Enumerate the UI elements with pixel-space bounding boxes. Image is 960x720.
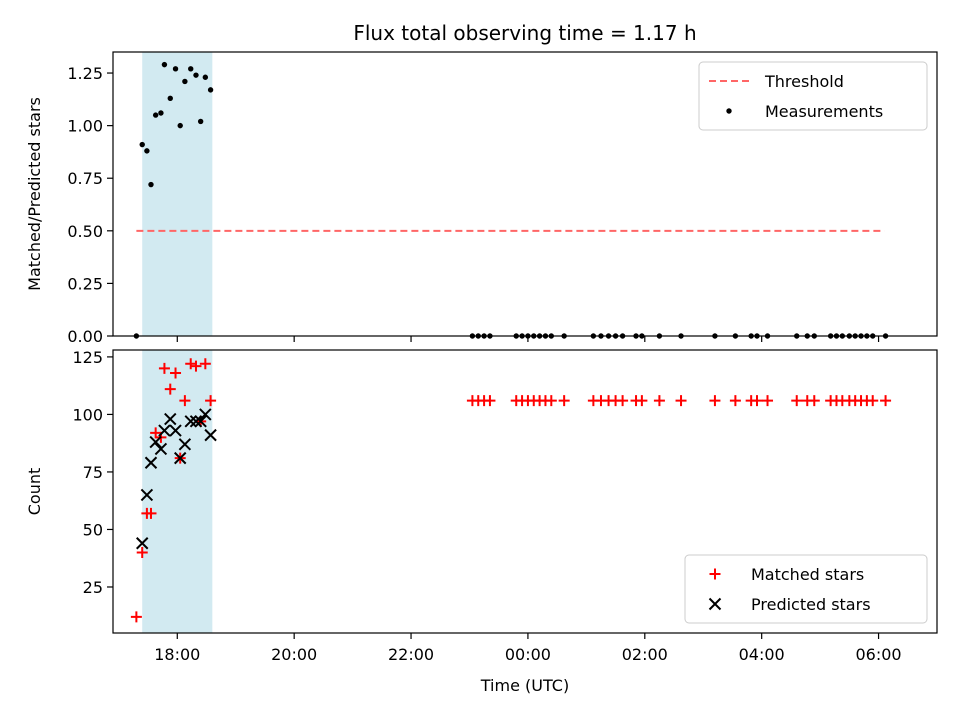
chart-title: Flux total observing time = 1.17 h (353, 21, 696, 45)
x-tick-label: 02:00 (622, 645, 668, 664)
data-point (675, 395, 687, 407)
series-predicted-stars (136, 408, 217, 550)
data-point (808, 395, 820, 407)
data-point (145, 507, 157, 519)
x-axis-title: Time (UTC) (480, 676, 569, 695)
data-point (136, 546, 148, 558)
legend-swatch (709, 568, 721, 580)
data-point (144, 148, 150, 154)
data-point (149, 435, 162, 449)
data-point (205, 395, 217, 407)
data-point (177, 122, 183, 129)
data-point (880, 395, 892, 407)
legend-label: Matched stars (751, 565, 864, 584)
data-point (158, 110, 164, 116)
observing-window-shade (142, 350, 213, 633)
data-point (184, 415, 197, 428)
bottom-panel-star-count: 18:00 20:00 22:00 00:00 02:00 04:00 06:00 25 50 7… (25, 348, 938, 664)
y-tick-label: 100 (72, 405, 103, 424)
x-tick-label: 18:00 (154, 645, 200, 664)
data-point (167, 95, 173, 101)
data-point (204, 428, 217, 442)
data-point (185, 358, 197, 370)
data-point (197, 118, 204, 125)
data-point (172, 66, 179, 72)
data-point (164, 383, 176, 395)
x-tick-label: 20:00 (271, 645, 317, 664)
data-point (178, 438, 192, 451)
legend-label: Predicted stars (751, 595, 871, 614)
y-tick-label: 0.25 (67, 274, 103, 293)
y-tick-label: 1.25 (67, 64, 103, 83)
observing-window-shade (142, 52, 213, 336)
data-point (193, 72, 199, 78)
x-tick-label: 00:00 (505, 645, 551, 664)
legend-swatch (708, 597, 722, 611)
data-point (173, 451, 187, 465)
y-tick-label: 75 (83, 463, 103, 482)
y-tick-label: 0.50 (67, 222, 103, 241)
x-tick-label: 04:00 (739, 645, 785, 664)
data-point (139, 141, 145, 148)
x-tick-label: 06:00 (856, 645, 902, 664)
data-point (164, 412, 177, 426)
legend-swatch (726, 108, 732, 114)
data-point (136, 537, 149, 550)
data-point (199, 358, 211, 370)
data-point (653, 395, 665, 407)
legend-label: Threshold (764, 72, 844, 91)
top-panel-matched-ratio: 0.00 0.25 0.50 0.75 1.00 1.25 Matched/Predicte… (25, 51, 938, 346)
data-point (207, 87, 214, 93)
data-point (182, 78, 188, 85)
legend-label: Measurements (765, 102, 883, 121)
data-point (202, 74, 209, 80)
data-point (189, 415, 203, 428)
axes-frame (112, 349, 938, 634)
data-point (558, 395, 570, 407)
data-point (154, 442, 168, 456)
x-tick-label: 22:00 (388, 645, 434, 664)
y-axis-title: Matched/Predicted stars (25, 97, 44, 291)
y-tick-label: 1.00 (67, 117, 103, 136)
data-point (709, 395, 721, 407)
data-point (148, 181, 154, 188)
y-tick-label: 25 (83, 578, 103, 597)
data-point (170, 367, 182, 379)
legend: Matched stars Predicted stars (684, 554, 928, 624)
data-point (636, 395, 648, 407)
data-point (169, 424, 182, 437)
data-point (152, 112, 159, 118)
data-point (140, 488, 154, 502)
data-point (791, 395, 803, 407)
data-point (158, 362, 170, 374)
data-point (751, 395, 763, 407)
data-point (190, 360, 202, 372)
axes-frame (112, 51, 938, 337)
data-point (729, 395, 741, 407)
y-tick-label: 125 (72, 348, 103, 367)
data-point (144, 456, 158, 469)
data-point (199, 408, 212, 421)
data-point (762, 395, 774, 407)
y-axis-title: Count (25, 468, 44, 516)
y-tick-label: 50 (83, 520, 103, 539)
legend-box (684, 554, 928, 624)
data-point (545, 395, 557, 407)
data-point (867, 395, 879, 407)
data-point (617, 395, 629, 407)
y-tick-label: 0.75 (67, 169, 103, 188)
legend-box (698, 61, 928, 131)
data-point (130, 611, 142, 623)
data-point (484, 395, 496, 407)
data-point (188, 66, 194, 72)
series-measurements (133, 61, 889, 339)
data-point (158, 424, 171, 437)
legend: Threshold Measurements (698, 61, 928, 131)
data-point (179, 395, 191, 407)
data-point (194, 415, 207, 428)
data-point (161, 61, 168, 68)
y-tick-label: 0.00 (67, 327, 103, 346)
